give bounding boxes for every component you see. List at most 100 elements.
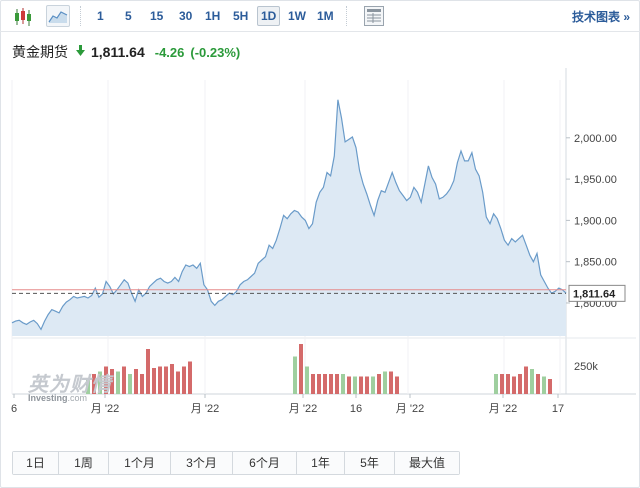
- volume-bar: [317, 374, 321, 394]
- volume-bar: [341, 374, 345, 394]
- range-max[interactable]: 最大值: [395, 452, 459, 474]
- volume-bar: [104, 366, 108, 394]
- volume-bar: [122, 366, 126, 394]
- candlestick-chart-icon[interactable]: [10, 5, 34, 27]
- volume-bar: [506, 374, 510, 394]
- volume-bar: [152, 368, 156, 394]
- y-tick-label: 2,000.00: [574, 133, 617, 145]
- x-tick-label: 16: [350, 403, 362, 415]
- volume-bar: [371, 376, 375, 394]
- volume-bar: [395, 376, 399, 394]
- area-chart-icon[interactable]: [46, 5, 70, 27]
- volume-bar: [494, 374, 498, 394]
- x-tick-label: 月 '22: [91, 403, 119, 415]
- x-tick-label: 月 '22: [191, 403, 219, 415]
- investing-watermark-logo: 英为财情 Investing.com: [28, 368, 112, 403]
- volume-bar: [293, 356, 297, 394]
- watermark-en: Investing.com: [28, 393, 112, 403]
- volume-bar: [164, 366, 168, 394]
- timeframe-1w[interactable]: 1W: [288, 9, 306, 23]
- last-price-tag: 1,811.64: [573, 288, 616, 300]
- volume-bar: [347, 376, 351, 394]
- range-3m[interactable]: 3个月: [171, 452, 233, 474]
- watermark-en-main: Investing: [28, 393, 68, 403]
- volume-bar: [146, 349, 150, 394]
- volume-bar: [110, 369, 114, 394]
- x-axis: 6 月 '22 月 '22 月 '22 16 月 '22 月 '22 17: [11, 394, 564, 415]
- last-price: 1,811.64: [91, 44, 145, 60]
- volume-bar: [530, 369, 534, 394]
- table-view-icon[interactable]: [363, 5, 385, 27]
- technical-chart-link[interactable]: 技术图表 »: [571, 10, 630, 24]
- volume-bar: [305, 366, 309, 394]
- volume-bar: [377, 374, 381, 394]
- range-6m[interactable]: 6个月: [233, 452, 297, 474]
- x-tick-label: 17: [552, 403, 564, 415]
- volume-bar: [158, 366, 162, 394]
- volume-bar: [542, 376, 546, 394]
- price-change: -4.26: [154, 44, 185, 60]
- watermark-cn: 英为财情: [28, 374, 112, 396]
- volume-bar: [524, 366, 528, 394]
- price-chart[interactable]: 2,000.001,950.001,900.001,850.001,800.00…: [0, 68, 640, 428]
- volume-bar: [140, 374, 144, 394]
- timeframe-5h[interactable]: 5H: [233, 9, 249, 23]
- price-area-fill: [12, 99, 566, 336]
- x-tick-label: 月 '22: [289, 403, 317, 415]
- volume-bar: [500, 374, 504, 394]
- range-5y[interactable]: 5年: [345, 452, 395, 474]
- volume-bar: [311, 374, 315, 394]
- x-tick-label: 6: [11, 403, 17, 415]
- timeframe-15[interactable]: 15: [150, 9, 164, 23]
- range-1y[interactable]: 1年: [297, 452, 345, 474]
- volume-bar: [383, 371, 387, 394]
- volume-bar: [182, 366, 186, 394]
- volume-bar: [329, 374, 333, 394]
- volume-bar: [365, 376, 369, 394]
- volume-bar: [359, 376, 363, 394]
- x-tick-label: 月 '22: [396, 403, 424, 415]
- timeframe-1[interactable]: 1: [97, 9, 104, 23]
- range-1d[interactable]: 1日: [13, 452, 59, 474]
- volume-bar: [353, 376, 357, 394]
- range-1w[interactable]: 1周: [59, 452, 109, 474]
- toolbar-divider: [80, 6, 81, 26]
- timeframe-30[interactable]: 30: [179, 9, 193, 23]
- x-tick-label: 月 '22: [489, 403, 517, 415]
- timeframe-5[interactable]: 5: [125, 9, 132, 23]
- last-price-tag-bg: [568, 284, 626, 302]
- volume-bar: [536, 374, 540, 394]
- down-arrow-icon: [76, 45, 85, 59]
- volume-bar: [92, 374, 96, 394]
- watermark-en-suffix: .com: [67, 393, 88, 403]
- toolbar-divider: [346, 6, 347, 26]
- range-1m[interactable]: 1个月: [109, 452, 171, 474]
- quote-header: 黄金期货 1,811.64 -4.26 (-0.23%): [12, 42, 240, 62]
- volume-bar: [176, 371, 180, 394]
- volume-bar: [188, 361, 192, 394]
- price-line: [11, 99, 567, 331]
- volume-bar: [128, 374, 132, 394]
- volume-bar: [335, 374, 339, 394]
- range-selector: 1日 1周 1个月 3个月 6个月 1年 5年 最大值: [12, 451, 460, 475]
- volume-bar: [86, 379, 90, 394]
- volume-bar: [299, 344, 303, 394]
- volume-bar: [134, 369, 138, 394]
- timeframe-1h[interactable]: 1H: [205, 9, 221, 23]
- timeframe-1m[interactable]: 1M: [317, 9, 334, 23]
- y-tick-label: 1,850.00: [574, 257, 617, 269]
- volume-bar: [518, 374, 522, 394]
- timeframe-1d[interactable]: 1D: [257, 6, 281, 26]
- volume-bar: [512, 376, 516, 394]
- volume-bar: [548, 379, 552, 394]
- price-series: [11, 99, 567, 336]
- volume-axis-label: 250k: [574, 361, 598, 373]
- price-change-percent: (-0.23%): [190, 44, 241, 60]
- y-axis: 2,000.001,950.001,900.001,850.001,800.00…: [566, 133, 626, 373]
- volume-bar: [170, 364, 174, 394]
- chart-toolbar: 1 5 15 30 1H 5H 1D 1W 1M 技术图表 »: [0, 0, 640, 32]
- instrument-name: 黄金期货: [12, 44, 68, 60]
- volume-bar: [116, 371, 120, 394]
- volume-bar: [389, 371, 393, 394]
- y-tick-label: 1,900.00: [574, 215, 617, 227]
